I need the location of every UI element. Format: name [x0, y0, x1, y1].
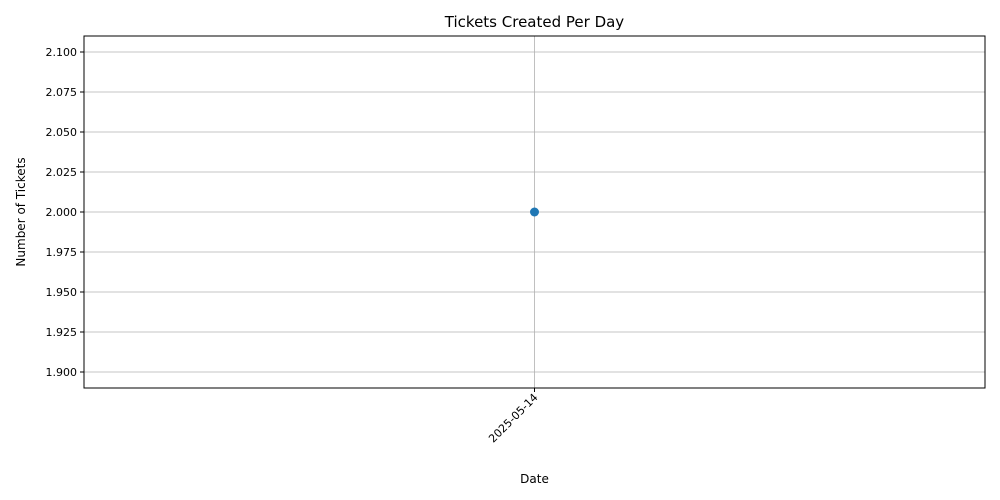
- y-tick-label: 1.900: [46, 366, 78, 379]
- y-tick-label: 2.050: [46, 126, 78, 139]
- y-tick-label: 2.075: [46, 86, 78, 99]
- y-tick-label: 1.975: [46, 246, 78, 259]
- chart-title: Tickets Created Per Day: [444, 13, 625, 31]
- y-tick-label: 1.950: [46, 286, 78, 299]
- plot-area-frame: [83, 35, 986, 389]
- series: [530, 207, 539, 217]
- x-axis-label: Date: [520, 472, 549, 486]
- data-point: [530, 207, 539, 217]
- y-axis-label: Number of Tickets: [14, 157, 28, 266]
- y-tick-label: 2.100: [46, 46, 78, 59]
- y-tick-label: 2.025: [46, 166, 78, 179]
- y-tick-label: 1.925: [46, 326, 78, 339]
- y-tick-label: 2.000: [46, 206, 78, 219]
